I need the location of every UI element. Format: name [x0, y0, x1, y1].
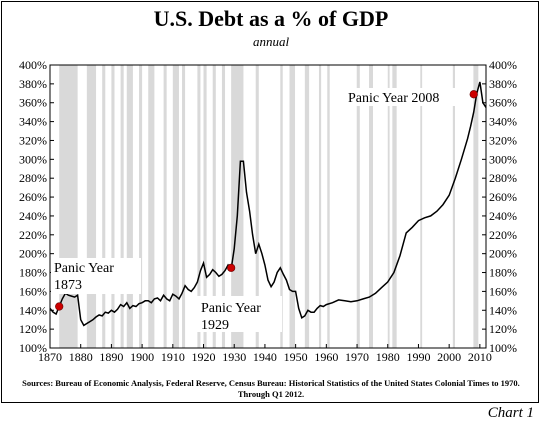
recession-band: [120, 65, 124, 348]
y-tick-label-left: 160%: [19, 284, 47, 298]
recession-band: [452, 65, 455, 348]
x-tick-label: 2000: [437, 350, 461, 364]
recession-band: [356, 65, 360, 348]
recession-band: [473, 65, 479, 348]
recession-band: [255, 65, 259, 348]
x-tick-label: 1920: [192, 350, 216, 364]
recession-band: [197, 65, 201, 348]
y-tick-label-left: 400%: [19, 58, 47, 72]
x-tick-label: 1990: [406, 350, 430, 364]
y-tick-label-right: 360%: [489, 96, 517, 110]
recession-band: [280, 65, 283, 348]
annotation-label: Panic Year: [54, 261, 114, 276]
annotation-label-year: 1873: [54, 278, 82, 293]
x-tick-label: 1930: [222, 350, 246, 364]
y-tick-label-right: 400%: [489, 58, 517, 72]
annotation-background: [51, 258, 141, 294]
recession-band: [126, 65, 133, 348]
recession-band: [172, 65, 179, 348]
y-tick-label-left: 180%: [19, 266, 47, 280]
x-tick-label: 1870: [38, 350, 62, 364]
plot-area-border: [49, 64, 487, 349]
x-tick-label: 1980: [376, 350, 400, 364]
y-tick-label-left: 360%: [19, 96, 47, 110]
sources-note: Sources: Bureau of Economic Analysis, Fe…: [22, 378, 520, 399]
recession-band: [392, 65, 397, 348]
panic-year-marker: [469, 90, 478, 99]
y-tick-label-right: 380%: [489, 77, 517, 91]
chart-title: U.S. Debt as a % of GDP: [153, 6, 389, 31]
x-tick-label: 1950: [284, 350, 308, 364]
y-tick-label-right: 340%: [489, 115, 517, 129]
recession-band: [304, 65, 310, 348]
series-line-debt-to-gdp: [49, 81, 487, 327]
axis-ticks: 100% 100% 120% 120% 140% 140% 160% 160% 180% 180%…: [19, 58, 517, 364]
annotation-background: [197, 296, 282, 332]
x-tick-label: 1890: [99, 350, 123, 364]
annotation-label: Panic Year: [201, 301, 261, 316]
panic-year-marker: [227, 263, 236, 272]
y-tick-label-left: 220%: [19, 228, 47, 242]
chart-subtitle: annual: [252, 34, 290, 49]
panic-year-marker: [55, 302, 64, 311]
recession-band: [203, 65, 207, 348]
recession-band: [221, 65, 226, 348]
y-tick-label-right: 100%: [489, 341, 517, 355]
y-tick-label-right: 240%: [489, 209, 517, 223]
recession-band: [139, 65, 143, 348]
annotations: Panic Year 1873 Panic Year 1929 Panic Year 2…: [51, 88, 478, 333]
y-tick-label-right: 140%: [489, 303, 517, 317]
y-tick-label-right: 320%: [489, 133, 517, 147]
y-tick-label-left: 380%: [19, 77, 47, 91]
recession-band: [387, 65, 390, 348]
recession-band: [369, 65, 374, 348]
annotation-label-year: 1929: [201, 318, 229, 333]
x-tick-label: 1940: [253, 350, 277, 364]
y-tick-label-left: 280%: [19, 171, 47, 185]
y-tick-label-right: 120%: [489, 322, 517, 336]
recession-band: [182, 65, 186, 348]
y-tick-label-left: 320%: [19, 133, 47, 147]
y-tick-label-left: 100%: [19, 341, 47, 355]
recession-band: [102, 65, 106, 348]
y-tick-label-left: 120%: [19, 322, 47, 336]
y-tick-label-right: 160%: [489, 284, 517, 298]
recession-band: [111, 65, 115, 348]
x-tick-label: 1960: [314, 350, 338, 364]
y-tick-label-left: 200%: [19, 247, 47, 261]
y-tick-label-left: 260%: [19, 190, 47, 204]
y-tick-label-right: 300%: [489, 152, 517, 166]
recession-band: [86, 65, 97, 348]
recession-band: [327, 65, 330, 348]
annotation-label: Panic Year 2008: [348, 91, 439, 106]
y-tick-label-right: 180%: [489, 266, 517, 280]
y-tick-label-left: 300%: [19, 152, 47, 166]
y-tick-label-left: 140%: [19, 303, 47, 317]
y-tick-label-right: 280%: [489, 171, 517, 185]
recession-band: [148, 65, 155, 348]
chart-number: Chart 1: [487, 405, 534, 421]
y-tick-label-right: 260%: [489, 190, 517, 204]
y-tick-label-right: 200%: [489, 247, 517, 261]
x-tick-label: 1970: [345, 350, 369, 364]
x-tick-label: 1880: [69, 350, 93, 364]
y-tick-label-left: 240%: [19, 209, 47, 223]
x-tick-label: 1910: [161, 350, 185, 364]
recession-band: [163, 65, 167, 348]
recession-band: [212, 65, 216, 348]
recession-band: [289, 65, 296, 348]
annotation-background: [345, 88, 460, 106]
y-tick-label-left: 340%: [19, 115, 47, 129]
y-tick-label-right: 220%: [489, 228, 517, 242]
recession-band: [318, 65, 322, 348]
x-tick-label: 2010: [468, 350, 492, 364]
recession-band: [420, 65, 423, 348]
x-tick-label: 1900: [130, 350, 154, 364]
